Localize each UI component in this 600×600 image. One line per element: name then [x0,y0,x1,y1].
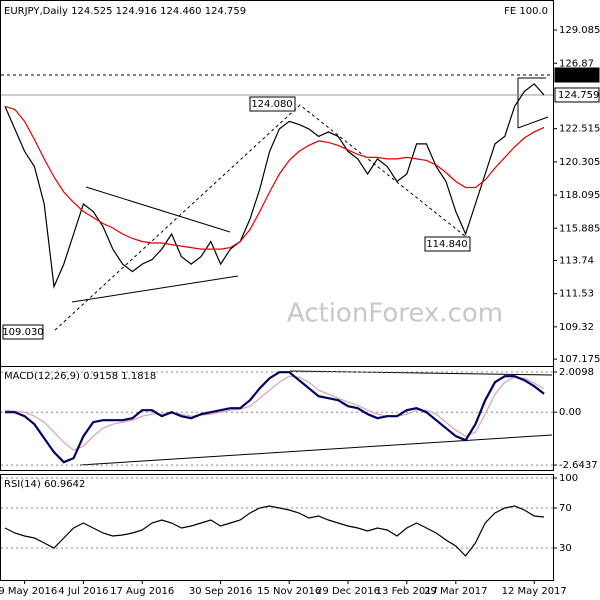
y-tick-label: 111.53 [559,289,594,300]
subtitle: FE 100.0 [504,6,548,17]
rsi-title: RSI(14) 60.9642 [4,479,85,490]
annotation: 109.030 [2,327,43,338]
level-label: 126.090 [558,70,599,81]
series-line [4,105,545,250]
y-tick-label: 120.305 [559,157,600,168]
annotation: 114.840 [426,239,467,250]
y-tick-label: 30 [559,543,572,554]
y-tick-label: 113.74 [559,255,594,266]
trend-line [85,186,231,233]
y-tick-label: 129.085 [559,25,600,36]
x-tick-label: 15 Nov 2016 [257,586,321,597]
y-tick-label: 100 [559,473,578,484]
series-line [4,375,545,451]
watermark: ActionForex.com [287,299,503,329]
rsi-panel [0,474,554,581]
y-tick-label: 115.885 [559,223,600,234]
macd-title: MACD(12,26,9) 0.9158 1.1818 [4,371,156,382]
annotation-box [249,96,296,112]
y-tick-label: 118.095 [559,190,600,201]
x-tick-label: 17 Aug 2016 [110,586,174,597]
x-tick-label: 29 Mar 2017 [424,586,487,597]
x-tick-label: 13 Feb 2017 [376,586,438,597]
trend-line [289,370,553,376]
trend-line [517,116,549,129]
fibo-line [54,104,471,331]
trend-line [71,275,239,303]
x-tick-label: 12 May 2017 [502,586,567,597]
x-tick-label: 19 May 2016 [0,586,57,597]
x-tick-label: 4 Jul 2016 [58,586,108,597]
trend-lines [54,77,553,466]
y-tick-label: 2.0098 [559,367,594,378]
chart-title: EURJPY,Daily 124.525 124.916 124.460 124… [4,6,246,17]
y-tick-label: 109.32 [559,322,594,333]
macd-panel [0,366,554,471]
annotation-box [2,324,44,340]
level-box [554,87,600,103]
y-tick-label: 0.00 [559,407,581,418]
trend-line [79,434,553,466]
series-line [5,371,545,464]
level-label: 124.759 [558,90,599,101]
series-line [4,83,545,289]
y-tick-label: -2.6437 [559,460,598,471]
y-tick-label: 70 [559,503,572,514]
annotation: 124.080 [251,99,292,110]
series-line [4,505,545,557]
x-tick-label: 29 Dec 2016 [316,586,380,597]
y-tick-label: 126.87 [559,58,594,69]
level-box [554,67,600,83]
y-tick-label: 107.175 [559,354,600,365]
x-tick-label: 30 Sep 2016 [189,586,252,597]
y-tick-label: 122.515 [559,124,600,135]
annotation-box [424,236,471,252]
